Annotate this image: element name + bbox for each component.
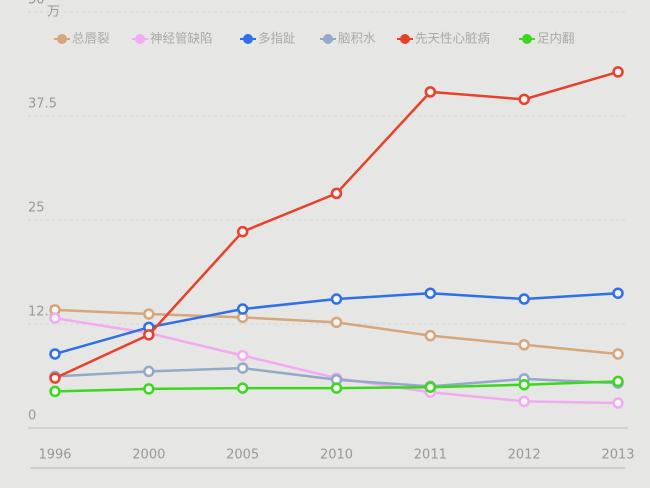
y-tick-label: 0 (28, 409, 36, 424)
data-point (424, 287, 437, 299)
data-point (143, 365, 155, 378)
y-tick-label: 50 (28, 0, 45, 8)
data-point (424, 329, 437, 342)
data-point (236, 362, 249, 374)
data-point (518, 293, 530, 305)
data-point (424, 381, 437, 393)
data-point (330, 382, 343, 394)
data-point (49, 312, 61, 324)
data-point (330, 293, 343, 305)
x-tick-label: 1996 (38, 448, 71, 463)
data-point (236, 349, 249, 362)
y-tick-label: 37.5 (28, 97, 57, 112)
data-point (49, 372, 61, 384)
data-point (612, 348, 624, 360)
legend-marker (400, 34, 410, 44)
data-point (236, 225, 249, 238)
x-tick-label: 2005 (226, 448, 259, 463)
data-point (612, 287, 624, 299)
data-point (612, 397, 624, 409)
data-point (612, 375, 624, 388)
x-tick-label: 2012 (508, 448, 541, 463)
legend-marker (522, 34, 532, 44)
x-tick-label: 2000 (132, 448, 165, 463)
legend-marker (57, 34, 67, 44)
legend-marker (243, 34, 253, 44)
legend: 总唇裂 神经管缺陷 多指趾 脑积水 先天性心脏病 足内翻 (54, 31, 575, 46)
legend-label: 先天性心脏病 (415, 31, 490, 46)
data-point (518, 395, 530, 408)
data-point (143, 329, 155, 341)
data-point (330, 316, 343, 329)
legend-marker (323, 34, 333, 44)
x-tick-label: 2013 (601, 448, 634, 463)
data-point (424, 86, 437, 98)
data-point (236, 303, 249, 315)
x-tick-label: 2011 (414, 448, 447, 463)
data-point (330, 187, 343, 200)
data-point (49, 385, 61, 398)
legend-label: 总唇裂 (72, 31, 110, 46)
data-point (236, 382, 249, 394)
data-point (612, 66, 624, 78)
legend-label: 脑积水 (338, 31, 376, 46)
legend-marker (135, 34, 145, 44)
data-point (143, 308, 155, 320)
legend-label: 多指趾 (258, 31, 296, 46)
legend-label: 足内翻 (537, 31, 575, 46)
data-point (518, 378, 530, 391)
data-point (518, 339, 530, 351)
y-tick-label: 25 (28, 201, 45, 216)
data-point (143, 383, 155, 395)
legend-label: 神经管缺陷 (150, 31, 213, 46)
data-point (49, 348, 61, 360)
data-point (518, 93, 530, 106)
x-tick-label: 2010 (320, 448, 353, 463)
